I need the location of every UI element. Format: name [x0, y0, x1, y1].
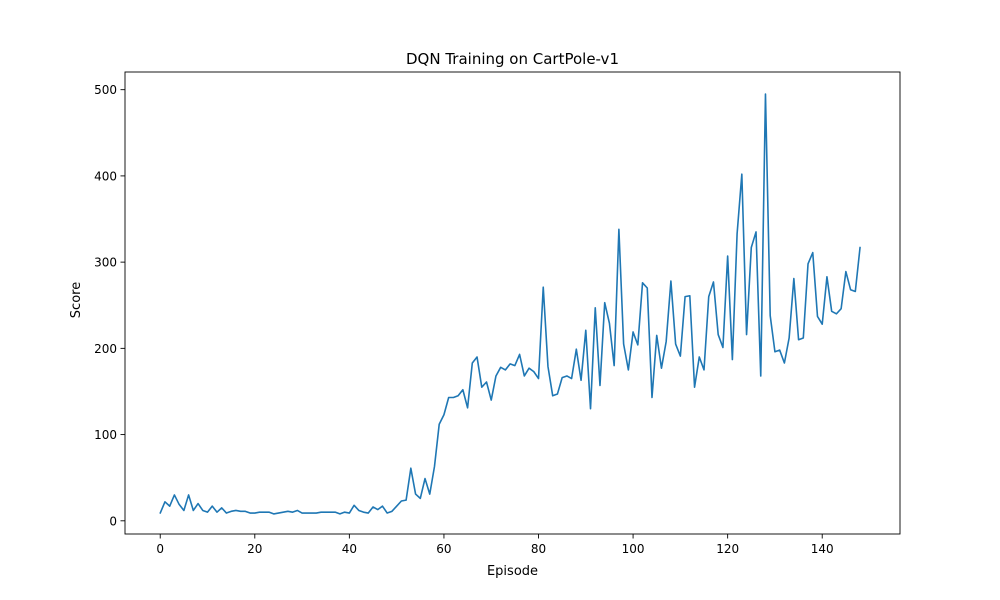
- y-tick-label: 500: [94, 83, 117, 97]
- axes-frame: [124, 71, 901, 535]
- x-tick-label: 20: [247, 542, 262, 556]
- y-tick-label: 400: [94, 169, 117, 183]
- chart-title: DQN Training on CartPole-v1: [406, 50, 619, 68]
- y-tick-label: 0: [109, 514, 117, 528]
- x-tick-label: 100: [622, 542, 645, 556]
- x-tick-label: 120: [716, 542, 739, 556]
- plot-area: 0 20 40 60 80 100 120 140 0 100 200 300 400 500: [94, 71, 901, 556]
- x-tick-label: 80: [531, 542, 546, 556]
- y-tick-label: 200: [94, 342, 117, 356]
- x-tick-label: 60: [436, 542, 451, 556]
- y-tick-label: 100: [94, 428, 117, 442]
- y-axis-label: Score: [69, 282, 84, 318]
- x-tick-label: 40: [342, 542, 357, 556]
- series-line-0: [159, 93, 861, 515]
- x-axis-label: Episode: [487, 564, 538, 579]
- y-tick-label: 300: [94, 256, 117, 270]
- x-tick-label: 140: [811, 542, 834, 556]
- x-tick-label: 0: [156, 542, 164, 556]
